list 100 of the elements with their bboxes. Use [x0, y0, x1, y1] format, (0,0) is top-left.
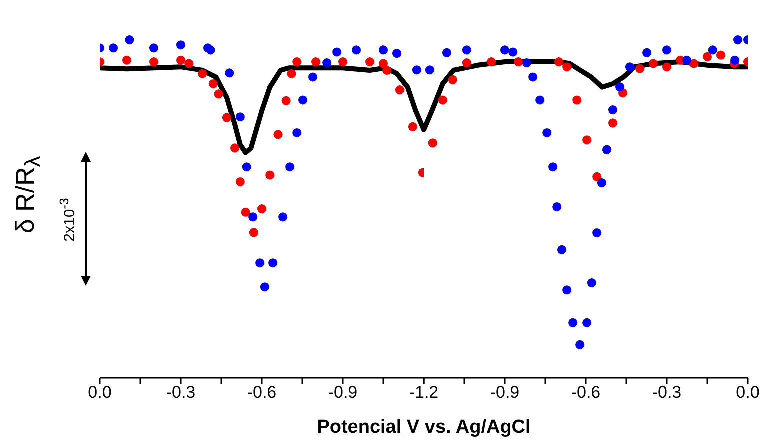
- point: [122, 56, 132, 65]
- point: [508, 48, 518, 57]
- point: [308, 72, 318, 82]
- point: [378, 46, 388, 55]
- x-tick-label: -0.9: [490, 383, 520, 402]
- point: [242, 162, 252, 172]
- point: [392, 49, 402, 58]
- x-tick-label: 0.0: [88, 383, 112, 402]
- point: [352, 46, 362, 55]
- point: [448, 75, 458, 84]
- point: [149, 58, 159, 67]
- point: [587, 278, 596, 288]
- point: [662, 46, 672, 55]
- point: [625, 62, 635, 72]
- point: [428, 138, 438, 148]
- point: [268, 258, 278, 268]
- point: [582, 318, 592, 328]
- point: [286, 162, 295, 172]
- point: [274, 130, 283, 140]
- point: [266, 170, 275, 180]
- point: [395, 86, 404, 95]
- point: [222, 113, 232, 122]
- x-axis-title: Potencial V vs. Ag/AgCl: [316, 417, 532, 439]
- point: [236, 177, 245, 186]
- point: [608, 118, 618, 128]
- point: [241, 208, 250, 217]
- point: [184, 59, 194, 68]
- point: [597, 178, 606, 188]
- point: [648, 59, 658, 68]
- point: [332, 48, 342, 57]
- point: [576, 340, 585, 350]
- point: [214, 90, 224, 99]
- point: [528, 72, 538, 82]
- point: [298, 96, 308, 105]
- point: [557, 245, 566, 254]
- point: [338, 58, 348, 67]
- point: [733, 36, 743, 45]
- point: [382, 66, 392, 75]
- point: [500, 46, 510, 55]
- point: [292, 58, 302, 67]
- point: [522, 58, 532, 68]
- point: [425, 66, 434, 75]
- x-tick-label: -0.9: [328, 383, 358, 402]
- point: [378, 59, 388, 68]
- x-tick-label: -0.3: [166, 383, 196, 402]
- point: [582, 136, 592, 145]
- point: [462, 58, 472, 68]
- x-tick-label: -0.3: [652, 383, 682, 402]
- x-tick-label: -1.2: [409, 383, 439, 402]
- point: [536, 96, 545, 105]
- point: [230, 144, 240, 153]
- point: [438, 96, 448, 105]
- point: [108, 44, 118, 53]
- x-tick-label: 0.0: [736, 383, 760, 402]
- point: [442, 48, 452, 58]
- point: [608, 106, 618, 115]
- point: [236, 112, 245, 122]
- point: [278, 212, 288, 222]
- point: [322, 58, 332, 68]
- x-tick-label: -0.6: [247, 383, 277, 402]
- point: [198, 69, 208, 78]
- point: [149, 44, 159, 53]
- point: [562, 286, 572, 295]
- point: [702, 52, 712, 62]
- point: [682, 56, 692, 65]
- point: [642, 48, 652, 58]
- point: [256, 258, 265, 268]
- point: [635, 64, 645, 74]
- point: [592, 228, 602, 238]
- point: [708, 46, 718, 55]
- point: [206, 46, 216, 55]
- point: [225, 68, 234, 78]
- point: [176, 40, 186, 50]
- point: [260, 282, 270, 292]
- point: [572, 96, 582, 105]
- point: [311, 58, 321, 67]
- point: [249, 228, 258, 238]
- point: [287, 69, 296, 78]
- point: [125, 36, 134, 45]
- x-tick-label: -0.6: [571, 383, 601, 402]
- point: [662, 62, 672, 72]
- point: [248, 212, 258, 222]
- point: [412, 66, 422, 75]
- point: [486, 58, 496, 67]
- point: [282, 96, 291, 106]
- point: [568, 318, 578, 328]
- point: [554, 58, 564, 67]
- point: [716, 50, 726, 60]
- point: [257, 204, 267, 214]
- point: [562, 62, 572, 72]
- point: [592, 172, 602, 182]
- point: [542, 128, 552, 138]
- point: [514, 58, 524, 67]
- point: [548, 162, 558, 172]
- point: [365, 58, 375, 67]
- point: [552, 202, 562, 212]
- point: [292, 128, 302, 138]
- point: [462, 46, 472, 55]
- point: [616, 82, 625, 92]
- point: [730, 56, 740, 65]
